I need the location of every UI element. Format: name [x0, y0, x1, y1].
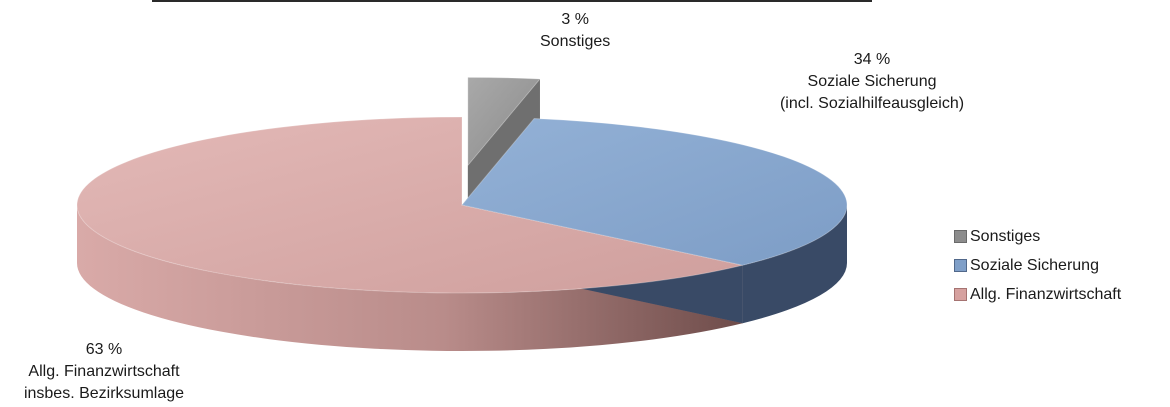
legend-swatch-finanz: [954, 288, 967, 301]
legend-label-sonstiges: Sonstiges: [970, 227, 1041, 245]
pie-slice-soziale: [461, 118, 848, 266]
slice-name-sonstiges: Sonstiges: [540, 33, 611, 50]
slice-name-finanz-1: Allg. Finanzwirtschaft: [28, 363, 180, 380]
pie-slice-finanz: [76, 116, 743, 294]
pie-side-soziale: [742, 205, 847, 324]
legend-label-soziale: Soziale Sicherung: [970, 256, 1099, 274]
legend-item-sonstiges: Sonstiges: [954, 222, 1121, 251]
slice-name-soziale-1: Soziale Sicherung: [807, 73, 937, 90]
legend: Sonstiges Soziale Sicherung Allg. Finanz…: [954, 222, 1121, 309]
slice-name-finanz-2: insbes. Bezirksumlage: [23, 385, 185, 402]
slice-percent-finanz: 63 %: [85, 341, 123, 358]
legend-item-finanz: Allg. Finanzwirtschaft: [954, 280, 1121, 309]
slice-label-soziale: 34 % Soziale Sicherung (incl. Sozialhilf…: [752, 49, 992, 115]
legend-label-finanz: Allg. Finanzwirtschaft: [970, 285, 1122, 303]
slice-label-sonstiges: 3 % Sonstiges: [540, 9, 610, 53]
legend-swatch-soziale: [954, 259, 967, 272]
pie-side-finanz: [77, 205, 743, 351]
slice-percent-soziale: 34 %: [853, 51, 891, 68]
slice-label-finanz: 63 % Allg. Finanzwirtschaft insbes. Bezi…: [4, 339, 204, 405]
pie-slice-sonstiges: [467, 76, 542, 167]
legend-swatch-sonstiges: [954, 230, 967, 243]
title-border: [152, 0, 872, 10]
legend-item-soziale: Soziale Sicherung: [954, 251, 1121, 280]
slice-percent-sonstiges: 3 %: [561, 11, 589, 28]
slice-name-soziale-2: (incl. Sozialhilfeausgleich): [779, 95, 965, 112]
